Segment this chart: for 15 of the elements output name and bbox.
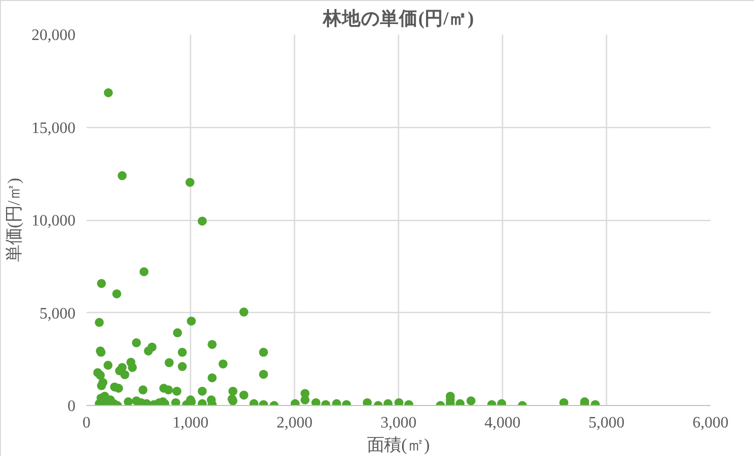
x-tick-label: 4,000 <box>484 414 520 432</box>
x-tick-label: 2,000 <box>276 414 312 432</box>
y-tick-label: 20,000 <box>32 27 76 44</box>
x-tick-label: 1,000 <box>172 414 208 432</box>
y-axis-title: 単価(円/㎡) <box>4 178 24 262</box>
y-tick-label: 15,000 <box>32 120 76 137</box>
y-tick-label: 10,000 <box>32 212 76 230</box>
x-tick-label: 0 <box>82 414 90 432</box>
x-tick-label: 6,000 <box>692 414 728 432</box>
y-tick-label: 0 <box>68 398 76 415</box>
x-axis-title: 面積(㎡) <box>367 436 430 454</box>
chart-title: 林地の単価(円/㎡) <box>322 8 474 30</box>
x-tick-label: 5,000 <box>588 414 624 432</box>
y-tick-label: 5,000 <box>40 305 76 322</box>
x-tick-label: 3,000 <box>380 414 416 432</box>
